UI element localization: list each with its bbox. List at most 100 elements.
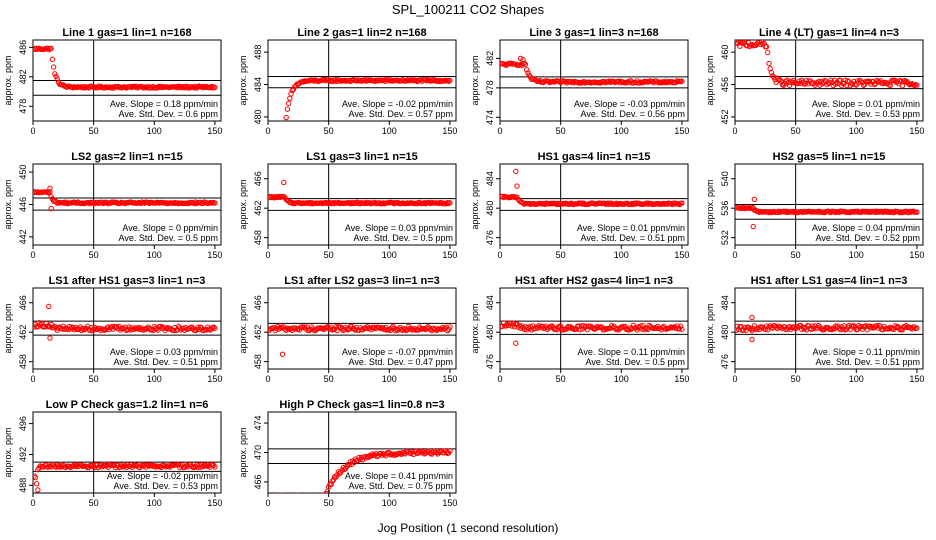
data-point bbox=[415, 78, 422, 84]
plot-frame bbox=[499, 39, 689, 122]
panels: Line 1 gas=1 lin=1 n=168 approx. ppm 0 50 10… bbox=[3, 27, 924, 508]
data-points bbox=[33, 185, 218, 212]
data-point bbox=[663, 78, 669, 84]
data-point bbox=[70, 463, 76, 469]
y-tick-label: 452 bbox=[720, 109, 730, 124]
stats-annotation: Ave. Std. Dev. = 0.53 ppm bbox=[114, 481, 218, 491]
y-tick-label: 488 bbox=[18, 478, 28, 493]
data-point bbox=[911, 324, 918, 330]
data-point bbox=[303, 495, 307, 499]
y-tick-label: 450 bbox=[18, 165, 28, 180]
stats-annotation: Ave. Std. Dev. = 0.5 ppm bbox=[119, 233, 218, 243]
y-tick-label: 480 bbox=[485, 325, 495, 340]
x-tick-label: 100 bbox=[147, 374, 162, 384]
data-point bbox=[272, 193, 278, 200]
data-point bbox=[147, 84, 154, 90]
x-tick-label: 0 bbox=[265, 374, 270, 384]
x-tick-label: 0 bbox=[732, 250, 737, 260]
data-point bbox=[671, 200, 678, 206]
data-point bbox=[302, 495, 306, 499]
x-tick-label: 50 bbox=[89, 126, 99, 136]
data-point bbox=[323, 490, 329, 493]
data-point bbox=[184, 462, 190, 469]
x-tick-label: 150 bbox=[674, 250, 689, 260]
data-point bbox=[314, 496, 318, 500]
data-point bbox=[158, 83, 165, 89]
data-point bbox=[81, 83, 87, 90]
x-tick-label: 0 bbox=[265, 126, 270, 136]
stats-annotation: Ave. Slope = 0.04 ppm/min bbox=[812, 223, 920, 233]
data-point bbox=[50, 64, 57, 70]
y-tick-label: 486 bbox=[18, 40, 28, 55]
data-point bbox=[203, 327, 210, 333]
data-point bbox=[48, 45, 54, 52]
data-point bbox=[299, 495, 303, 499]
data-point bbox=[308, 495, 312, 499]
x-tick-label: 50 bbox=[89, 374, 99, 384]
data-point bbox=[362, 200, 368, 207]
data-point bbox=[195, 464, 201, 471]
x-tick-label: 100 bbox=[382, 498, 397, 508]
data-point bbox=[276, 128, 280, 132]
data-point bbox=[191, 85, 198, 91]
plot-frame bbox=[499, 163, 689, 246]
y-axis-label: approx. ppm bbox=[238, 303, 248, 353]
data-point bbox=[280, 127, 284, 131]
x-tick-label: 100 bbox=[382, 374, 397, 384]
data-point bbox=[430, 325, 436, 331]
x-tick-label: 50 bbox=[89, 498, 99, 508]
panel: Low P Check gas=1.2 lin=1 n=6 approx. ppm… bbox=[3, 399, 222, 508]
data-point bbox=[279, 127, 283, 131]
panel-title: Low P Check gas=1.2 lin=1 n=6 bbox=[46, 399, 209, 411]
data-point bbox=[851, 78, 857, 85]
data-point bbox=[63, 200, 69, 207]
panel: Line 1 gas=1 lin=1 n=168 approx. ppm 0 50 10… bbox=[3, 27, 222, 136]
data-point bbox=[66, 463, 73, 469]
data-point bbox=[301, 496, 305, 500]
x-tick-label: 150 bbox=[207, 374, 222, 384]
data-points bbox=[735, 314, 920, 343]
data-point bbox=[363, 199, 369, 206]
y-axis-label: approx. ppm bbox=[3, 55, 13, 105]
panel: Line 2 gas=1 lin=2 n=168 approx. ppm 0 50 10… bbox=[238, 27, 457, 136]
data-point bbox=[306, 199, 312, 206]
y-axis-label: approx. ppm bbox=[238, 427, 248, 477]
data-point bbox=[268, 194, 274, 201]
data-point bbox=[832, 323, 839, 329]
x-tick-label: 50 bbox=[556, 250, 566, 260]
data-point bbox=[282, 126, 286, 130]
stats-annotation: Ave. Std. Dev. = 0.51 ppm bbox=[816, 357, 920, 367]
data-point bbox=[826, 80, 833, 86]
x-tick-label: 100 bbox=[147, 498, 162, 508]
panel-title: LS1 after LS2 gas=3 lin=1 n=3 bbox=[284, 275, 440, 287]
data-point bbox=[288, 495, 292, 499]
data-points bbox=[33, 45, 218, 91]
data-point bbox=[668, 324, 674, 330]
data-point bbox=[739, 40, 745, 45]
y-tick-label: 466 bbox=[253, 295, 263, 310]
data-point-outlier bbox=[749, 314, 755, 321]
stats-annotation: Ave. Slope = 0.03 ppm/min bbox=[345, 223, 453, 233]
y-tick-label: 474 bbox=[485, 110, 495, 125]
data-point bbox=[288, 91, 294, 97]
data-point bbox=[347, 458, 354, 465]
data-point bbox=[99, 199, 105, 205]
data-point bbox=[212, 464, 218, 470]
stats-annotation: Ave. Std. Dev. = 0.53 ppm bbox=[816, 109, 920, 119]
data-point bbox=[55, 464, 62, 470]
y-axis-label: approx. ppm bbox=[470, 303, 480, 353]
panel-title: HS1 after HS2 gas=4 lin=1 n=3 bbox=[515, 275, 673, 287]
x-tick-label: 0 bbox=[497, 126, 502, 136]
data-point bbox=[65, 326, 71, 333]
data-point bbox=[872, 209, 879, 216]
panel-title: Line 2 gas=1 lin=2 n=168 bbox=[297, 27, 426, 39]
data-point bbox=[914, 209, 920, 215]
x-tick-label: 150 bbox=[909, 374, 924, 384]
data-point bbox=[44, 45, 51, 52]
data-point-outlier bbox=[46, 303, 52, 310]
x-tick-label: 100 bbox=[614, 126, 629, 136]
data-point bbox=[777, 77, 783, 83]
stats-annotation: Ave. Std. Dev. = 0.75 ppm bbox=[349, 481, 453, 491]
x-tick-label: 0 bbox=[265, 498, 270, 508]
y-tick-label: 474 bbox=[253, 416, 263, 431]
